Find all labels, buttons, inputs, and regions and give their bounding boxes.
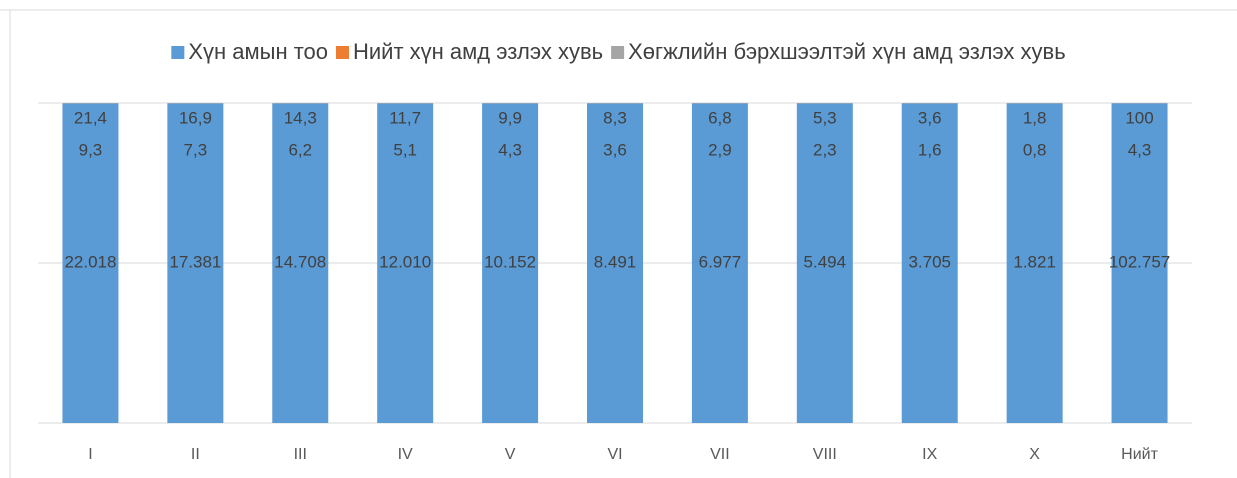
data-label: 1,8 [1023,108,1047,127]
data-label: 4,3 [1128,140,1152,159]
data-label: 12.010 [379,253,431,272]
bar-segment [482,103,539,424]
data-label: 2,9 [708,140,732,159]
data-label: 3.705 [908,253,951,272]
x-tick-label: VIII [813,446,837,463]
data-label: 10.152 [484,253,536,272]
data-label: 3,6 [603,140,627,159]
x-tick-label: Нийт [1121,446,1158,463]
data-label: 6,8 [708,108,732,127]
data-label: 14.708 [274,253,326,272]
data-label: 5.494 [804,253,847,272]
x-tick-label: VI [607,446,622,463]
legend-label: Нийт хүн амд эзлэх хувь [353,39,603,64]
bar-segment [62,103,119,423]
bar-segment [901,103,958,424]
data-label: 8.491 [594,253,637,272]
x-tick-label: VII [710,446,730,463]
bar-segment [587,103,643,423]
data-label: 22.018 [64,253,116,272]
x-tick-label: II [191,446,200,463]
legend: Хүн амын тоо Нийт хүн амд эзлэх хувь Хөгжл… [171,39,1066,64]
legend-label: Хөгжлийн бэрхшээлтэй хүн амд эзлэх хувь [628,39,1066,64]
data-label: 11,7 [389,108,421,127]
data-label: 6.977 [699,253,742,272]
bar-segment [377,103,434,424]
legend-swatch [171,46,185,59]
data-label: 2,3 [813,140,837,159]
bar-segment [1006,103,1063,423]
x-tick-label: V [505,446,516,463]
bar-segment [272,103,329,423]
data-label: 5,3 [813,108,837,127]
data-label: 7,3 [184,140,208,159]
data-label: 8,3 [603,108,627,127]
data-label: 100 [1125,108,1153,127]
x-tick-label: III [294,446,307,463]
data-label: 0,8 [1023,140,1047,159]
data-label: 1.821 [1013,253,1056,272]
data-label: 3,6 [918,108,942,127]
data-label: 9,3 [79,140,103,159]
legend-label: Хүн амын тоо [188,39,328,64]
x-tick-label: IV [398,446,413,463]
x-tick-label: X [1029,446,1040,463]
data-label: 102.757 [1109,253,1170,272]
data-label: 6,2 [288,140,312,159]
bar-segment [796,103,853,424]
x-tick-label: IX [922,446,937,463]
bar-segment [1111,103,1168,424]
data-label: 21,4 [74,108,107,127]
bar-segment [167,103,224,424]
data-label: 4,3 [498,140,522,159]
data-label: 17.381 [169,253,221,272]
legend-swatch [336,46,350,59]
legend-swatch [611,46,625,59]
x-tick-label: I [88,446,92,463]
data-label: 5,1 [393,140,417,159]
data-label: 16,9 [179,108,212,127]
bar-segment [691,103,748,423]
data-label: 14,3 [284,108,317,127]
data-label: 1,6 [918,140,942,159]
data-label: 9,9 [498,108,522,127]
